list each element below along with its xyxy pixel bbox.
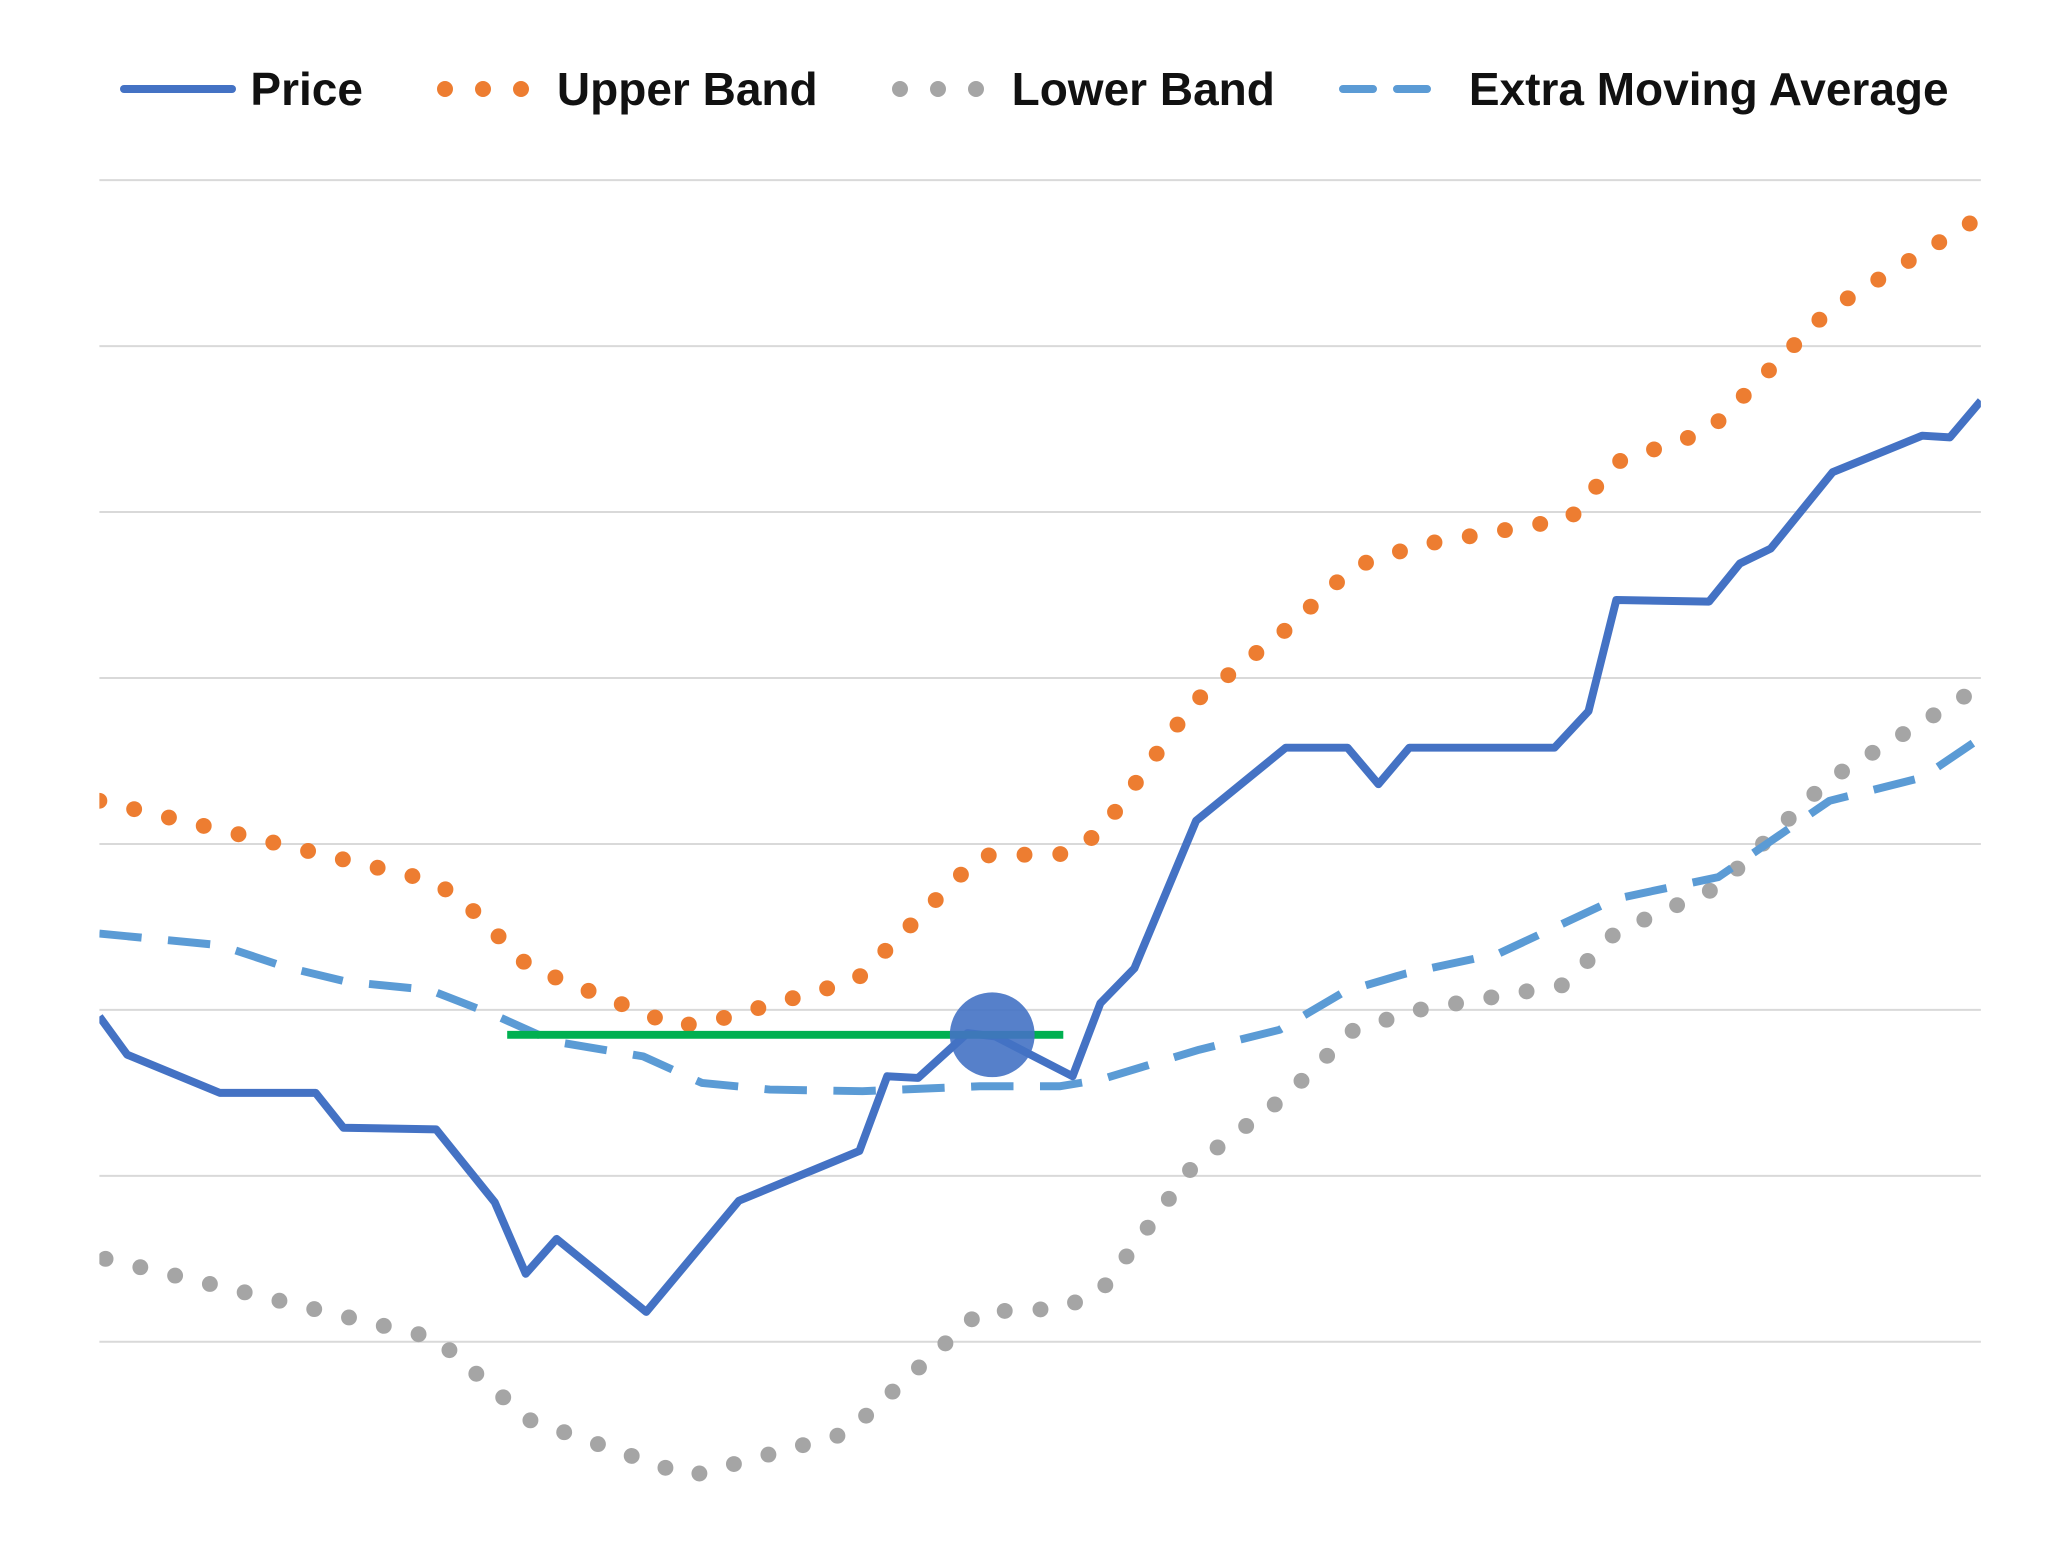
legend-item-extra-moving-average: Extra Moving Average [1337,62,1949,116]
legend: Price Upper Band Lower Band Extra Moving… [0,62,2067,116]
series-line-lower-band [99,678,1981,1485]
legend-swatch-extra-moving-average [1338,85,1455,93]
highlight-marker [949,992,1035,1078]
legend-item-price: Price [118,62,363,116]
legend-swatch-price [120,85,237,93]
series-line-extra-moving-average [99,734,1981,1096]
legend-label: Extra Moving Average [1468,63,1949,115]
series-group [99,208,1981,1485]
legend-label: Lower Band [1011,63,1275,115]
legend-swatch-upper-band [436,81,533,97]
legend-label: Price [250,63,363,115]
series-line-price [99,398,1981,1316]
legend-item-lower-band: Lower Band [880,62,1275,116]
legend-item-upper-band: Upper Band [425,62,818,116]
series-line-upper-band [99,208,1981,1035]
legend-label: Upper Band [556,63,818,115]
legend-swatch-lower-band [891,81,988,97]
gridlines [99,179,1981,1343]
annotations [507,992,1064,1078]
